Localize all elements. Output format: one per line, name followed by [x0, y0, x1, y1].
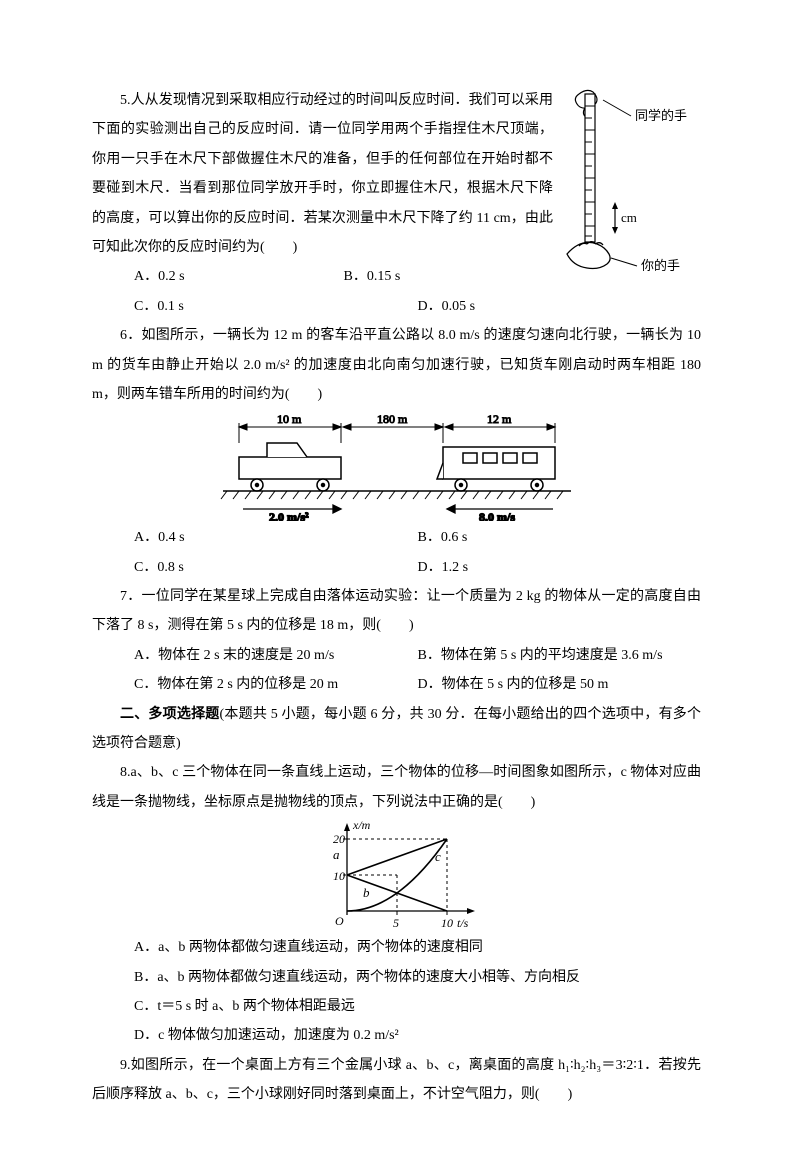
q7-options: A．物体在 2 s 末的速度是 20 m/s B．物体在第 5 s 内的平均速度…	[92, 641, 701, 670]
q6-stem: 6．如图所示，一辆长为 12 m 的客车沿平直公路以 8.0 m/s 的速度匀速…	[92, 321, 701, 409]
q8-label-c: c	[435, 849, 441, 864]
q8-label-b: b	[363, 885, 370, 900]
q8-text: 8.a、b、c 三个物体在同一条直线上运动，三个物体的位移—时间图象如图所示，c…	[92, 765, 701, 809]
q8-ylabel: x/m	[352, 821, 371, 832]
q8-ytick-10: 10	[333, 869, 345, 883]
q5-optD: D．0.05 s	[418, 292, 702, 321]
q6-optA: A．0.4 s	[134, 523, 418, 552]
q7-optD: D．物体在 5 s 内的位移是 50 m	[418, 670, 702, 699]
q6-dim-truck: 10 m	[277, 413, 302, 426]
q5-label-friend: 同学的手	[635, 108, 687, 123]
q8-xtick-10: 10	[441, 916, 453, 930]
q7-optA: A．物体在 2 s 末的速度是 20 m/s	[134, 641, 418, 670]
q5-optC: C．0.1 s	[134, 292, 418, 321]
q8-optB: B．a、b 两物体都做匀速直线运动，两个物体的速度大小相等、方向相反	[92, 963, 701, 992]
q7-stem: 7．一位同学在某星球上完成自由落体运动实验：让一个质量为 2 kg 的物体从一定…	[92, 582, 701, 641]
q8-optD: D．c 物体做匀加速运动，加速度为 0.2 m/s²	[92, 1021, 701, 1050]
q6-dim-gap: 180 m	[377, 413, 408, 426]
q9-text: 9.如图所示，在一个桌面上方有三个金属小球 a、b、c，离桌面的高度 h₁∶h₂…	[92, 1058, 701, 1102]
q8-optA: A．a、b 两物体都做匀速直线运动，两个物体的速度相同	[92, 933, 701, 962]
q7-optB: B．物体在第 5 s 内的平均速度是 3.6 m/s	[418, 641, 702, 670]
section2-title: 二、多项选择题	[120, 707, 220, 722]
q8-stem: 8.a、b、c 三个物体在同一条直线上运动，三个物体的位移—时间图象如图所示，c…	[92, 758, 701, 817]
q7-text: 7．一位同学在某星球上完成自由落体运动实验：让一个质量为 2 kg 的物体从一定…	[92, 589, 701, 633]
q6-v-bus: 8.0 m/s	[479, 510, 515, 521]
q6-optB: B．0.6 s	[418, 523, 702, 552]
q6-optD: D．1.2 s	[418, 553, 702, 582]
q8-ytick-20: 20	[333, 832, 345, 846]
q7-options-2: C．物体在第 2 s 内的位移是 20 m D．物体在 5 s 内的位移是 50…	[92, 670, 701, 699]
q6-options: A．0.4 s B．0.6 s	[92, 523, 701, 552]
q5-label-cm: cm	[621, 210, 637, 225]
q9-stem: 9.如图所示，在一个桌面上方有三个金属小球 a、b、c，离桌面的高度 h₁∶h₂…	[92, 1051, 701, 1110]
q5-optB: B．0.15 s	[344, 262, 554, 291]
q8-xlabel: t/s	[457, 916, 469, 930]
q6-figure: 10 m 180 m 12 m	[92, 413, 701, 521]
q8-optC: C．t＝5 s 时 a、b 两个物体相距最远	[92, 992, 701, 1021]
q6-a-truck: 2.0 m/s²	[269, 510, 309, 521]
q6-text: 6．如图所示，一辆长为 12 m 的客车沿平直公路以 8.0 m/s 的速度匀速…	[92, 328, 701, 402]
q6-optC: C．0.8 s	[134, 553, 418, 582]
q8-label-a: a	[333, 847, 340, 862]
q7-optC: C．物体在第 2 s 内的位移是 20 m	[134, 670, 418, 699]
q5-text: 5.人从发现情况到采取相应行动经过的时间叫反应时间．我们可以采用下面的实验测出自…	[92, 93, 553, 255]
q6-options-2: C．0.8 s D．1.2 s	[92, 553, 701, 582]
q8-origin: O	[335, 914, 344, 928]
q5-options-2: C．0.1 s D．0.05 s	[92, 292, 701, 321]
q8-figure: 10 20 5 10 O x/m t/s a b	[92, 821, 701, 931]
q6-dim-bus: 12 m	[487, 413, 512, 426]
q8-xtick-5: 5	[393, 916, 399, 930]
q5-options: A．0.2 s B．0.15 s	[92, 262, 553, 291]
section2-heading: 二、多项选择题(本题共 5 小题，每小题 6 分，共 30 分．在每小题给出的四…	[92, 700, 701, 759]
q5-optA: A．0.2 s	[134, 262, 344, 291]
q5-label-you: 你的手	[641, 258, 680, 273]
q5-figure: 同学的手 cm 你的手	[559, 86, 701, 278]
